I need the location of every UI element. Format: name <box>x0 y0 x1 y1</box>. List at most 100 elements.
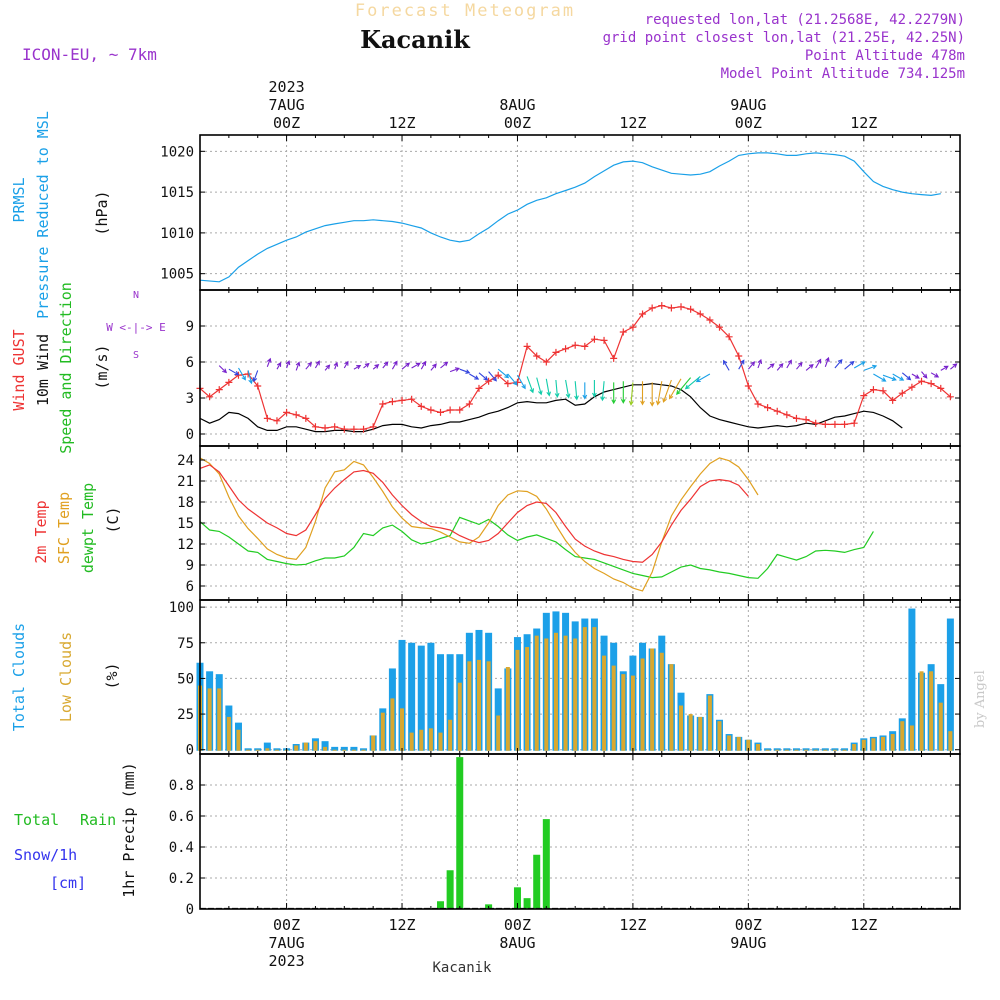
total-cloud-bar <box>437 654 445 751</box>
y-tick-label: 15 <box>177 516 194 532</box>
low-cloud-bar <box>765 749 770 751</box>
gust-marker <box>619 328 627 336</box>
gust-marker <box>821 420 829 428</box>
wind-label-speed-dir: Speed and Direction <box>57 282 75 454</box>
low-cloud-bar <box>467 661 472 751</box>
gust-marker <box>889 396 897 404</box>
low-cloud-bar <box>400 708 405 751</box>
temp-label-dewpt: dewpt Temp <box>79 483 97 573</box>
precip-label-total: Total <box>14 811 59 829</box>
low-cloud-bar <box>486 661 491 751</box>
gust-marker <box>744 382 752 390</box>
wind-arrows <box>218 356 958 407</box>
gust-marker <box>850 419 858 427</box>
model-label: ICON-EU, ~ 7km <box>22 45 157 64</box>
model-altitude: Model Point Altitude 734.125m <box>721 66 965 82</box>
wind-gust-line <box>199 304 951 430</box>
y-tick-label: 24 <box>177 453 194 469</box>
total-cloud-bar <box>821 748 829 751</box>
low-cloud-bar <box>611 665 616 751</box>
wind-arrow <box>611 382 617 405</box>
total-cloud-bar <box>254 748 262 751</box>
gust-marker <box>369 423 377 431</box>
wind-arrow <box>796 361 803 370</box>
clouds-label-total: Total Clouds <box>10 623 28 731</box>
sfc-temp-line <box>199 457 759 592</box>
subtitle: Forecast Meteogram <box>355 1 575 21</box>
gust-marker <box>456 406 464 414</box>
compass-west-east: W <-|-> E <box>106 321 166 334</box>
low-cloud-bar <box>563 635 568 751</box>
compass-north: N <box>133 290 139 301</box>
gust-marker <box>225 378 233 386</box>
gust-marker <box>783 411 791 419</box>
low-cloud-bar <box>390 698 395 751</box>
low-cloud-bar <box>707 695 712 751</box>
total-cloud-bar <box>812 748 820 751</box>
wind-arrow <box>747 361 756 370</box>
low-cloud-bar <box>553 632 558 751</box>
wind-arrow <box>420 360 427 370</box>
low-cloud-bar <box>246 749 251 751</box>
low-cloud-bar <box>948 731 953 751</box>
wind-arrow <box>723 359 730 371</box>
total-cloud-bar <box>802 748 810 751</box>
wind-arrow <box>276 361 282 370</box>
clouds-label-low: Low Clouds <box>57 632 75 722</box>
gust-marker <box>754 400 762 408</box>
low-cloud-bar <box>226 716 231 751</box>
low-cloud-bar <box>688 714 693 751</box>
wind-arrow <box>834 359 843 369</box>
wind-arrow <box>921 371 928 379</box>
gust-marker <box>427 406 435 414</box>
wind-arrow <box>285 360 291 369</box>
y-tick-label: 0 <box>186 743 194 759</box>
wind-arrow <box>430 363 437 371</box>
gust-marker <box>927 380 935 388</box>
wind-arrow <box>391 360 398 370</box>
wind-label-10m: 10m Wind <box>34 334 52 406</box>
gust-marker <box>639 310 647 318</box>
wind-arrow <box>517 374 526 390</box>
low-cloud-bar <box>832 749 837 751</box>
total-cloud-bar <box>340 746 348 751</box>
precip-frame <box>199 753 961 910</box>
low-cloud-bar <box>881 736 886 751</box>
gust-marker <box>792 414 800 422</box>
low-cloud-bar <box>371 735 376 751</box>
wind-arrow <box>324 364 331 371</box>
precip-ylabel: 1hr Precip (mm) <box>120 762 138 897</box>
wind-arrow <box>554 379 560 399</box>
low-cloud-bar <box>698 716 703 751</box>
low-cloud-bar <box>313 741 318 751</box>
low-cloud-bar <box>909 725 914 751</box>
wind-arrow <box>247 370 253 385</box>
pressure-label-msl: Pressure Reduced to MSL <box>34 111 52 319</box>
wind-arrow <box>805 363 814 371</box>
total-cloud-bar <box>446 654 454 751</box>
low-cloud-bar <box>871 738 876 751</box>
rain-bar <box>437 901 445 909</box>
low-cloud-bar <box>938 702 943 751</box>
low-cloud-bar <box>736 736 741 751</box>
precip-label-rain: Rain <box>80 811 116 829</box>
wind-arrow <box>640 381 645 406</box>
bottom-time-label: 8AUG <box>499 934 535 952</box>
gust-marker <box>552 348 560 356</box>
low-cloud-bar <box>659 652 664 751</box>
low-cloud-bar <box>351 749 356 751</box>
total-cloud-bar <box>417 645 425 751</box>
wind-arrow <box>333 361 339 370</box>
wind-arrow <box>478 372 489 381</box>
wind-arrow <box>863 364 878 371</box>
low-cloud-bar <box>342 749 347 751</box>
gust-marker <box>283 408 291 416</box>
wind-arrow <box>382 361 389 369</box>
temp-axes: 6 9 12 15 18 21 24 <box>177 445 961 601</box>
wind-arrow <box>507 373 518 386</box>
wind-arrow <box>363 362 370 369</box>
y-tick-label: 100 <box>169 600 194 616</box>
precip-panel-labels: Total Rain Snow/1h [cm] 1hr Precip (mm) <box>14 762 138 897</box>
gust-marker <box>446 406 454 414</box>
